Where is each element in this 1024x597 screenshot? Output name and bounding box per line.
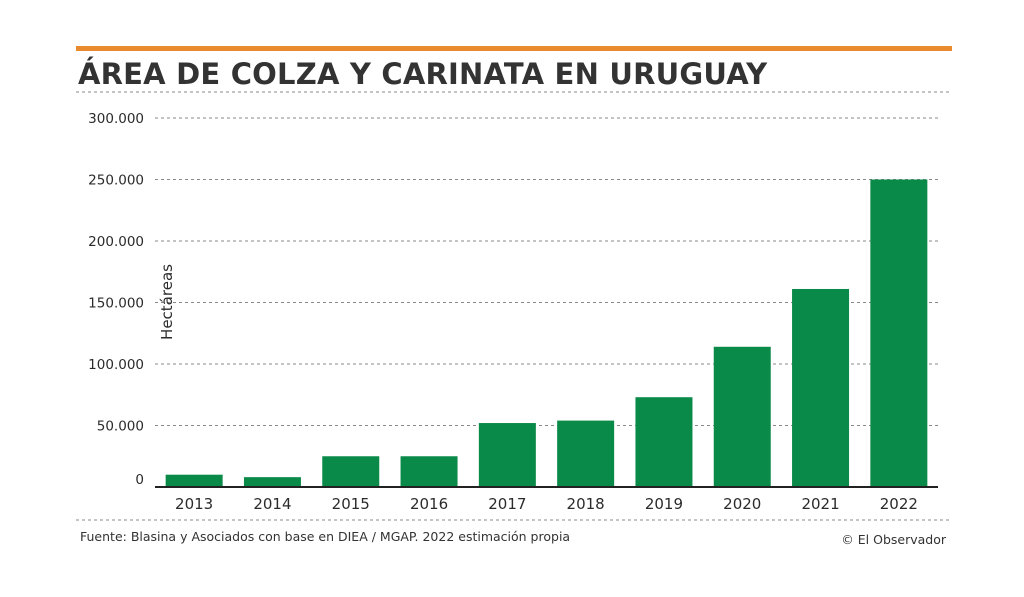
y-tick-label: 250.000 bbox=[88, 173, 144, 189]
bar-2018 bbox=[557, 420, 615, 487]
bar-2013 bbox=[165, 474, 223, 487]
y-tick-label: 300.000 bbox=[88, 111, 144, 127]
y-tick-label: 100.000 bbox=[88, 357, 144, 373]
x-tick-label: 2013 bbox=[175, 495, 213, 513]
y-tick-label: 0 bbox=[135, 472, 144, 488]
x-tick-label: 2016 bbox=[410, 495, 448, 513]
y-tick-label: 150.000 bbox=[88, 296, 144, 312]
y-axis-ticks: 0 50.000 100.000 150.000 200.000 250.000 300.0… bbox=[88, 111, 144, 488]
y-axis-label: Hectáreas bbox=[158, 264, 176, 340]
gridlines bbox=[155, 117, 938, 426]
chart-title: ÁREA DE COLZA Y CARINATA EN URUGUAY bbox=[78, 57, 768, 91]
header-accent-bar bbox=[76, 46, 952, 51]
bar-2015 bbox=[322, 456, 380, 487]
x-tick-label: 2020 bbox=[723, 495, 761, 513]
x-tick-label: 2018 bbox=[567, 495, 605, 513]
credit-note: © El Observador bbox=[841, 532, 947, 547]
bars bbox=[165, 179, 928, 487]
x-axis-ticks: 2013 2014 2015 2016 2017 2018 2019 2020 2021 2022 bbox=[175, 495, 918, 513]
source-note: Fuente: Blasina y Asociados con base en … bbox=[80, 529, 570, 544]
x-tick-label: 2022 bbox=[880, 495, 918, 513]
bar-2017 bbox=[478, 423, 536, 487]
x-tick-label: 2014 bbox=[253, 495, 291, 513]
y-tick-label: 200.000 bbox=[88, 234, 144, 250]
bar-2014 bbox=[243, 477, 301, 487]
x-tick-label: 2019 bbox=[645, 495, 683, 513]
bar-2019 bbox=[635, 397, 693, 487]
bar-2020 bbox=[713, 346, 771, 487]
x-tick-label: 2017 bbox=[488, 495, 526, 513]
bar-2021 bbox=[792, 288, 850, 487]
y-tick-label: 50.000 bbox=[97, 419, 144, 435]
bar-2022 bbox=[870, 179, 928, 487]
bar-2016 bbox=[400, 456, 458, 487]
x-tick-label: 2021 bbox=[801, 495, 839, 513]
x-tick-label: 2015 bbox=[332, 495, 370, 513]
